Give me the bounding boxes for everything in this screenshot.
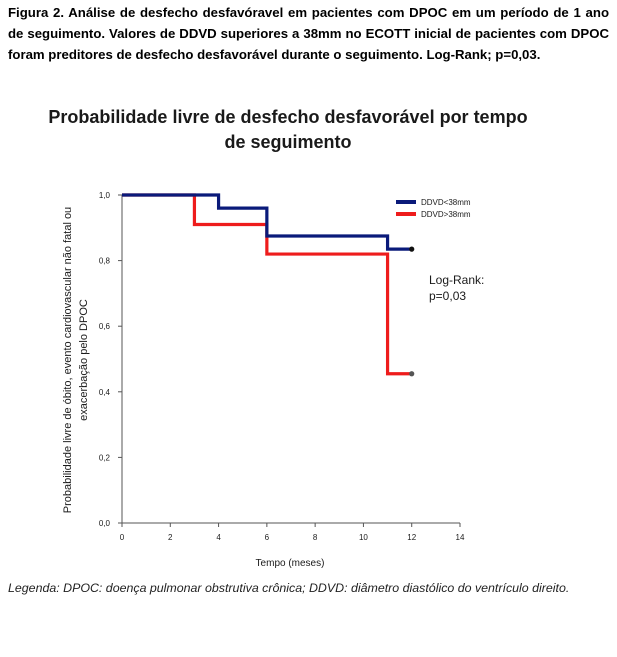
chart-title-line1: Probabilidade livre de desfecho desfavor… — [48, 107, 527, 127]
series-line-ddvd-lt38 — [122, 193, 412, 251]
y-tick-label: 1,0 — [99, 191, 111, 200]
series-end-point — [409, 371, 415, 377]
chart-title-line2: de seguimento — [224, 132, 351, 152]
x-tick-label: 6 — [265, 533, 270, 542]
x-axis-label: Tempo (meses) — [256, 558, 325, 569]
y-tick-label: 0,2 — [99, 453, 111, 462]
legend-label-ddvd-lt38: DDVD<38mm — [421, 198, 471, 207]
series-layer — [122, 193, 415, 377]
logrank-annotation-line2: p=0,03 — [429, 289, 466, 303]
x-tick-label: 2 — [168, 533, 173, 542]
figure-caption: Figura 2. Análise de desfecho desfavórav… — [8, 5, 609, 62]
axes: 0 2 4 6 8 10 12 14 0,0 0,2 0,4 0,6 0,8 1,0 — [99, 191, 465, 542]
figure-legend-note: Legenda: DPOC: doença pulmonar obstrutiv… — [8, 581, 570, 595]
y-tick-label: 0,0 — [99, 519, 111, 528]
x-tick-label: 8 — [313, 533, 318, 542]
chart-legend: DDVD<38mm DDVD>38mm — [396, 198, 471, 219]
x-tick-label: 0 — [120, 533, 125, 542]
chart-svg: Probabilidade livre de desfecho desfavor… — [48, 107, 527, 569]
y-tick-label: 0,4 — [99, 388, 111, 397]
series-line-ddvd-gt38 — [122, 193, 412, 376]
legend-label-ddvd-gt38: DDVD>38mm — [421, 210, 471, 219]
y-tick-label: 0,6 — [99, 322, 111, 331]
y-tick-label: 0,8 — [99, 257, 111, 266]
logrank-annotation-line1: Log-Rank: — [429, 273, 484, 287]
y-axis-label-line1: Probabilidade livre de óbito, evento car… — [62, 207, 74, 513]
x-tick-label: 14 — [456, 533, 465, 542]
x-tick-label: 10 — [359, 533, 368, 542]
x-tick-label: 12 — [407, 533, 416, 542]
series-end-point — [409, 246, 415, 252]
y-axis-label-line2: exacerbação pelo DPOC — [78, 299, 90, 421]
x-tick-label: 4 — [216, 533, 221, 542]
survival-chart: Probabilidade livre de desfecho desfavor… — [0, 100, 617, 575]
